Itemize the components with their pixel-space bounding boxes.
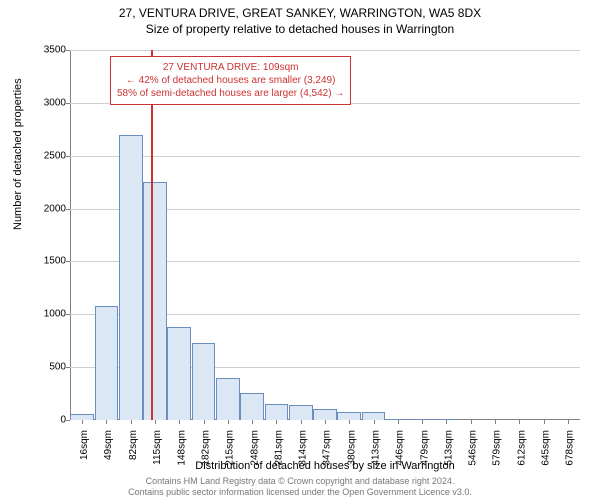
- x-tick-mark: [374, 420, 375, 424]
- bar: [337, 412, 361, 420]
- chart-area: 0500100015002000250030003500 16sqm49sqm8…: [70, 50, 580, 420]
- gridline: [70, 50, 580, 51]
- x-tick-mark: [106, 420, 107, 424]
- x-tick-mark: [155, 420, 156, 424]
- reference-line: [151, 50, 153, 420]
- y-tick-label: 2500: [26, 150, 66, 161]
- footer: Contains HM Land Registry data © Crown c…: [0, 476, 600, 498]
- bar: [143, 182, 167, 420]
- bar: [313, 409, 337, 420]
- y-tick-label: 1500: [26, 256, 66, 267]
- x-tick-mark: [252, 420, 253, 424]
- bar: [216, 378, 240, 420]
- footer-line-2: Contains public sector information licen…: [0, 487, 600, 498]
- x-tick-mark: [568, 420, 569, 424]
- x-tick-label: 49sqm: [103, 430, 114, 460]
- y-tick-label: 3000: [26, 97, 66, 108]
- x-tick-mark: [471, 420, 472, 424]
- bar: [192, 343, 216, 420]
- bar: [265, 404, 289, 420]
- bar: [167, 327, 191, 420]
- gridline: [70, 156, 580, 157]
- x-tick-label: 16sqm: [79, 430, 90, 460]
- x-tick-mark: [544, 420, 545, 424]
- x-tick-mark: [204, 420, 205, 424]
- x-tick-mark: [519, 420, 520, 424]
- bar: [362, 412, 386, 420]
- y-tick-label: 3500: [26, 45, 66, 56]
- x-tick-mark: [82, 420, 83, 424]
- y-tick-mark: [66, 420, 70, 421]
- x-tick-mark: [276, 420, 277, 424]
- bar: [95, 306, 119, 420]
- annotation-line-3: 58% of semi-detached houses are larger (…: [117, 87, 344, 100]
- annotation-box: 27 VENTURA DRIVE: 109sqm ← 42% of detach…: [110, 56, 351, 105]
- page-title: 27, VENTURA DRIVE, GREAT SANKEY, WARRING…: [0, 6, 600, 20]
- x-tick-mark: [495, 420, 496, 424]
- annotation-line-1: 27 VENTURA DRIVE: 109sqm: [117, 61, 344, 74]
- x-tick-mark: [228, 420, 229, 424]
- x-axis-label: Distribution of detached houses by size …: [70, 460, 580, 472]
- x-tick-mark: [301, 420, 302, 424]
- y-tick-label: 1000: [26, 309, 66, 320]
- y-axis-line: [70, 50, 71, 420]
- y-tick-container: 0500100015002000250030003500: [26, 50, 70, 420]
- x-tick-mark: [131, 420, 132, 424]
- annotation-line-2: ← 42% of detached houses are smaller (3,…: [117, 74, 344, 87]
- x-tick-mark: [349, 420, 350, 424]
- bar: [119, 135, 143, 420]
- x-tick-mark: [179, 420, 180, 424]
- x-tick-mark: [422, 420, 423, 424]
- footer-line-1: Contains HM Land Registry data © Crown c…: [0, 476, 600, 487]
- x-tick-mark: [325, 420, 326, 424]
- page-subtitle: Size of property relative to detached ho…: [0, 22, 600, 36]
- bar: [240, 393, 264, 420]
- y-tick-label: 500: [26, 362, 66, 373]
- y-axis-label: Number of detached properties: [12, 78, 24, 230]
- x-tick-label: 82sqm: [128, 430, 139, 460]
- x-tick-mark: [398, 420, 399, 424]
- y-tick-label: 0: [26, 415, 66, 426]
- plot-region: [70, 50, 580, 420]
- x-tick-mark: [446, 420, 447, 424]
- y-tick-label: 2000: [26, 203, 66, 214]
- bar: [289, 405, 313, 420]
